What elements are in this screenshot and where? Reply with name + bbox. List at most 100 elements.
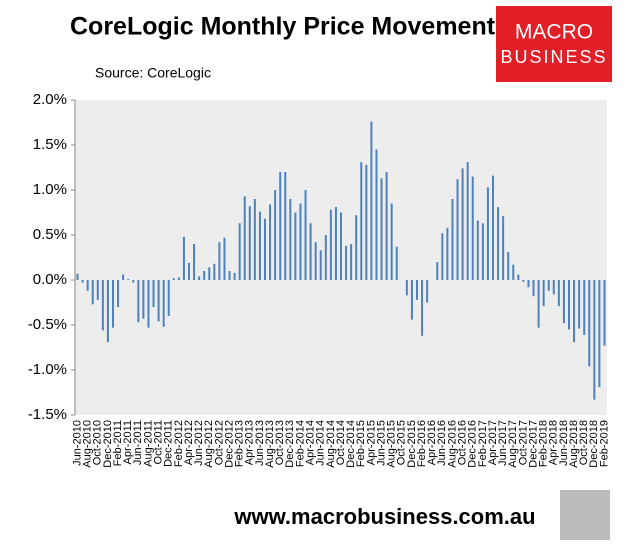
y-tick-label: -1.0% — [28, 361, 67, 378]
x-tick-label: Apr-2015 — [365, 420, 377, 465]
bar — [258, 211, 261, 280]
footer: www.macrobusiness.com.au — [233, 504, 535, 529]
x-tick-label: Dec-2016 — [467, 420, 479, 468]
chart-title: CoreLogic Monthly Price Movements — [70, 13, 509, 41]
bar — [122, 274, 125, 280]
x-tick-label: Jun-2011 — [132, 420, 144, 465]
x-tick-label: Aug-2018 — [568, 420, 580, 468]
bar — [542, 280, 545, 307]
bar — [340, 212, 342, 280]
bar — [426, 280, 429, 303]
bar — [552, 280, 555, 295]
x-tick-label: Jun-2013 — [254, 420, 266, 466]
bar — [198, 276, 201, 280]
x-tick-label: Aug-2012 — [203, 420, 215, 468]
bar — [486, 187, 489, 280]
bar — [112, 280, 114, 328]
wolf-logo — [560, 490, 610, 540]
bar — [269, 204, 272, 280]
bar — [436, 262, 439, 280]
bar — [218, 242, 221, 280]
y-tick-label: 1.5% — [33, 136, 67, 153]
x-tick-label: Dec-2018 — [588, 420, 600, 468]
bar — [593, 280, 596, 400]
bar — [86, 280, 89, 291]
x-tick-label: Dec-2010 — [102, 420, 114, 468]
x-tick-label: Feb-2013 — [234, 420, 246, 467]
bar — [345, 245, 348, 280]
x-tick-label: Apr-2017 — [487, 420, 499, 465]
bar — [588, 280, 591, 367]
x-tick-label: Dec-2015 — [406, 420, 418, 468]
bar — [456, 179, 459, 280]
x-tick-label: Apr-2012 — [183, 420, 195, 465]
bar — [157, 280, 160, 322]
bar — [172, 278, 175, 280]
x-tick-label: Jun-2012 — [193, 420, 205, 466]
bar — [390, 203, 393, 280]
bar — [248, 206, 251, 280]
bar — [562, 280, 565, 324]
bar — [527, 280, 530, 288]
bar — [188, 262, 190, 280]
bar — [395, 246, 398, 280]
bar — [106, 280, 109, 343]
x-tick-label: Jun-2018 — [558, 420, 570, 466]
bar — [573, 280, 576, 343]
bar — [446, 227, 449, 280]
bar — [517, 274, 520, 280]
logo-text: MACRO — [515, 21, 593, 44]
bar — [203, 271, 206, 280]
bar — [461, 168, 464, 280]
bar — [416, 280, 418, 300]
bar — [228, 271, 231, 280]
x-tick-label: Apr-2018 — [548, 420, 560, 465]
bar — [329, 209, 332, 280]
x-tick-label: Aug-2013 — [264, 420, 276, 468]
bar — [76, 273, 79, 280]
bar — [476, 220, 479, 280]
x-tick-label: Oct-2016 — [457, 420, 469, 465]
bar — [522, 280, 525, 282]
bar — [223, 237, 226, 280]
x-tick-label: Apr-2014 — [305, 420, 317, 465]
bar — [492, 175, 494, 280]
bar — [507, 252, 510, 280]
bar — [583, 280, 586, 335]
bar — [284, 172, 287, 280]
bar — [177, 277, 180, 280]
logo-text: BUSINESS — [500, 47, 607, 67]
x-tick-label: Jun-2014 — [315, 420, 327, 466]
x-tick-label: Dec-2012 — [223, 420, 235, 468]
x-tick-label: Oct-2013 — [274, 420, 286, 465]
x-tick-label: Aug-2017 — [507, 420, 519, 468]
x-tick-label: Aug-2010 — [82, 420, 94, 468]
bar — [466, 162, 469, 280]
bar — [193, 244, 196, 280]
bar — [410, 280, 413, 320]
bar — [208, 267, 211, 280]
x-tick-label: Jun-2017 — [497, 420, 509, 466]
bar — [213, 263, 216, 280]
x-tick-label: Oct-2014 — [335, 420, 347, 465]
x-tick-label: Aug-2015 — [386, 420, 398, 468]
bar — [360, 162, 363, 280]
x-tick-label: Jun-2010 — [71, 420, 83, 466]
x-tick-label: Jun-2015 — [375, 420, 387, 466]
bar — [162, 280, 165, 327]
x-tick-label: Dec-2011 — [163, 420, 175, 467]
x-tick-label: Aug-2011 — [142, 420, 154, 467]
x-tick-label: Feb-2014 — [294, 420, 306, 467]
bar — [451, 199, 454, 280]
bar — [557, 280, 560, 307]
bar — [264, 218, 266, 280]
bar — [101, 280, 104, 331]
bar — [253, 199, 256, 280]
x-tick-label: Apr-2011 — [122, 420, 134, 464]
bar — [532, 280, 535, 297]
y-tick-label: 0.5% — [33, 226, 67, 243]
bar — [568, 280, 570, 330]
bar — [294, 212, 297, 280]
bar — [598, 280, 601, 388]
